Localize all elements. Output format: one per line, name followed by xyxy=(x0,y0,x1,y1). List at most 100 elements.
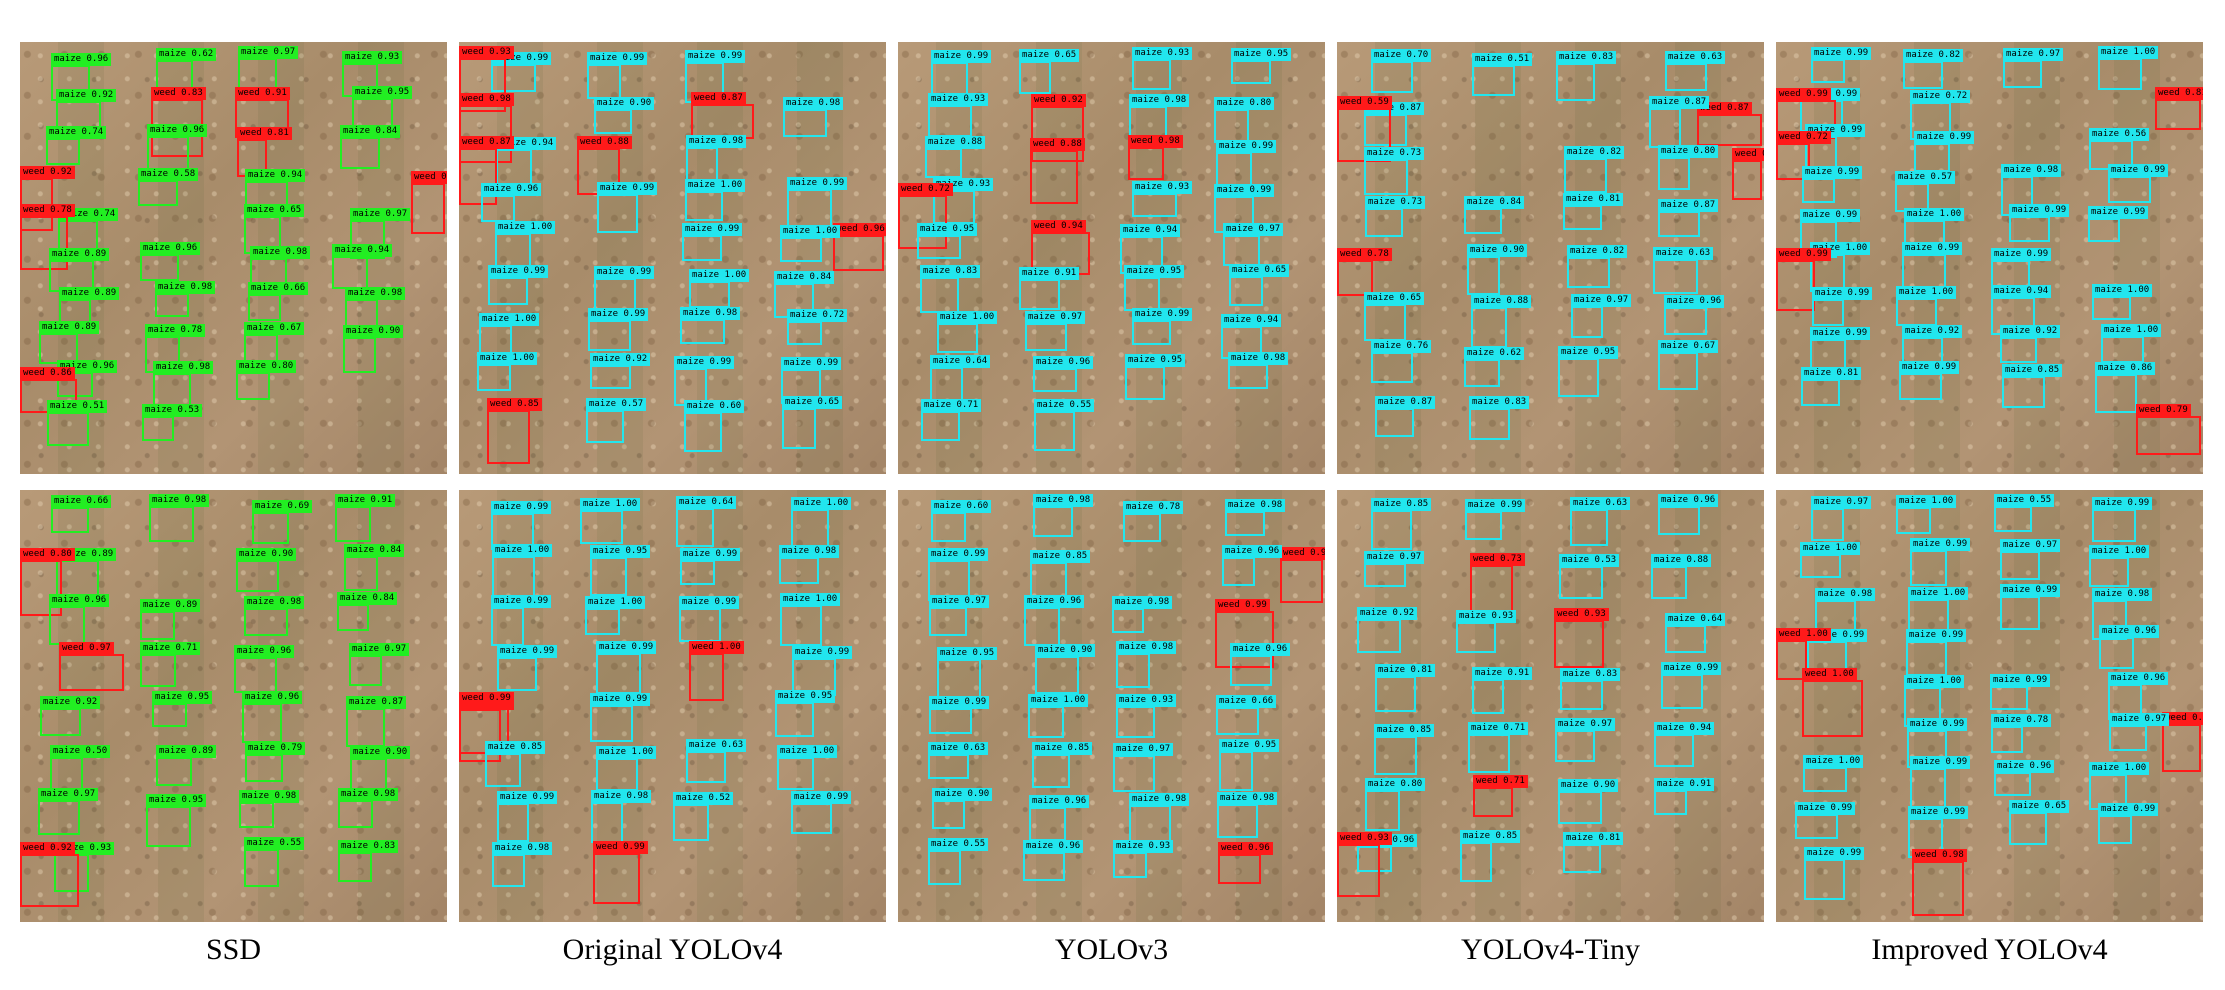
detection-label: maize 0.65 xyxy=(1364,292,1425,305)
caption-ssd: SSD xyxy=(205,933,262,966)
detection-label: maize 0.95 xyxy=(590,545,651,558)
detection-label: maize 0.99 xyxy=(1465,499,1526,512)
detection-label: maize 0.98 xyxy=(1228,351,1289,365)
weed-detection-box: weed 0.99 xyxy=(459,692,514,754)
detection-label: maize 0.95 xyxy=(917,223,978,237)
detection-label: weed 0.94 xyxy=(1031,220,1086,234)
detection-label: maize 0.90 xyxy=(1558,779,1619,792)
maize-detection-box: maize 1.00 xyxy=(780,593,841,646)
detection-label: weed 0.80 xyxy=(20,548,75,561)
maize-detection-box: maize 0.93 xyxy=(1456,610,1517,653)
maize-detection-box: maize 0.99 xyxy=(1465,499,1526,540)
detection-label: maize 0.62 xyxy=(1464,347,1525,360)
maize-detection-box: maize 0.66 xyxy=(51,495,112,533)
maize-detection-box: maize 0.98 xyxy=(680,307,741,345)
detection-panel: maize 0.70 maize 0.51 maize 0.83 maize 0.63… xyxy=(1337,42,1764,474)
weed-detection-box: weed 0.87 xyxy=(1697,102,1762,146)
maize-detection-box: maize 0.86 xyxy=(2095,361,2156,413)
weed-detection-box: weed 0.86 xyxy=(1732,148,1764,200)
maize-detection-box: maize 0.83 xyxy=(920,264,981,313)
crop-row xyxy=(2114,490,2160,922)
detection-label: maize 0.97 xyxy=(1811,496,1872,509)
detection-label: maize 0.88 xyxy=(1651,554,1712,567)
detection-label: maize 0.99 xyxy=(1908,805,1969,819)
detection-label: maize 0.69 xyxy=(252,500,313,513)
maize-detection-box: maize 0.98 xyxy=(492,842,553,887)
detection-label: maize 0.99 xyxy=(929,696,990,709)
maize-detection-box: maize 0.90 xyxy=(350,746,411,792)
detection-label: maize 0.95 xyxy=(1124,264,1185,278)
detection-label: maize 0.99 xyxy=(1214,183,1275,197)
detection-label: maize 0.96 xyxy=(147,124,208,138)
detection-label: maize 0.63 xyxy=(1665,51,1726,64)
detection-label: maize 0.96 xyxy=(2099,624,2160,638)
maize-detection-box: maize 0.99 xyxy=(2088,205,2149,242)
maize-detection-box: maize 0.76 xyxy=(1371,340,1432,383)
detection-label: maize 0.65 xyxy=(2009,799,2070,813)
maize-detection-box: maize 1.00 xyxy=(495,221,556,274)
caption-yolov4-tiny: YOLOv4-Tiny xyxy=(1461,933,1640,966)
detection-label: maize 1.00 xyxy=(1803,755,1864,769)
detection-label: maize 0.85 xyxy=(1032,742,1093,755)
maize-detection-box: maize 0.60 xyxy=(684,400,745,453)
maize-detection-box: maize 0.95 xyxy=(1124,264,1185,311)
detection-label: maize 0.99 xyxy=(1812,287,1873,301)
detection-label: maize 0.71 xyxy=(140,642,201,655)
maize-detection-box: maize 0.78 xyxy=(1991,713,2052,753)
weed-detection-box: weed 1.00 xyxy=(1776,627,1831,680)
maize-detection-box: maize 0.87 xyxy=(1649,96,1710,148)
maize-detection-box: maize 0.98 xyxy=(779,545,840,584)
detection-label: weed 0.92 xyxy=(1031,93,1086,107)
maize-detection-box: maize 0.99 xyxy=(587,52,648,99)
detection-label: maize 0.98 xyxy=(153,360,214,374)
maize-detection-box: maize 0.96 xyxy=(242,691,303,743)
maize-detection-box: maize 0.55 xyxy=(928,838,989,885)
detection-label: maize 0.99 xyxy=(2092,497,2153,510)
detection-label: weed 0.90 xyxy=(1280,547,1325,560)
maize-detection-box: maize 0.65 xyxy=(2009,799,2070,845)
maize-detection-box: maize 0.71 xyxy=(140,642,201,687)
detection-label: maize 0.99 xyxy=(590,693,651,706)
maize-detection-box: maize 1.00 xyxy=(1028,694,1089,738)
detection-label: maize 0.88 xyxy=(925,136,986,150)
maize-detection-box: maize 0.99 xyxy=(1811,47,1872,83)
detection-label: maize 0.58 xyxy=(138,167,199,181)
detection-label: maize 0.99 xyxy=(781,356,842,370)
maize-detection-box: maize 0.51 xyxy=(1472,53,1533,96)
maize-detection-box: maize 0.85 xyxy=(1374,724,1435,775)
maize-detection-box: maize 0.99 xyxy=(1802,165,1863,203)
maize-detection-box: maize 0.99 xyxy=(679,596,740,642)
detection-label: maize 0.57 xyxy=(1895,170,1956,184)
detection-label: maize 0.94 xyxy=(332,244,393,257)
detection-label: weed 0.92 xyxy=(20,842,75,855)
detection-label: maize 0.62 xyxy=(156,48,217,61)
detection-label: maize 0.98 xyxy=(239,790,300,803)
detection-label: maize 0.98 xyxy=(345,287,406,301)
maize-detection-box: maize 0.98 xyxy=(338,788,399,828)
detection-label: maize 0.70 xyxy=(1371,49,1432,62)
maize-detection-box: maize 0.99 xyxy=(1804,847,1865,901)
detection-label: maize 0.99 xyxy=(497,645,558,658)
detection-label: maize 0.98 xyxy=(2001,163,2062,177)
maize-detection-box: maize 0.85 xyxy=(1032,742,1093,788)
detection-label: maize 1.00 xyxy=(596,746,657,759)
detection-label: maize 0.83 xyxy=(920,264,981,278)
maize-detection-box: maize 0.97 xyxy=(2000,538,2061,580)
detection-label: maize 1.00 xyxy=(689,268,750,282)
detection-label: maize 0.95 xyxy=(1219,739,1280,752)
maize-detection-box: maize 0.95 xyxy=(917,223,978,260)
detection-label: maize 1.00 xyxy=(585,596,646,609)
detection-label: maize 0.97 xyxy=(238,46,299,59)
detection-label: weed 0.81 xyxy=(237,127,292,141)
detection-label: maize 0.98 xyxy=(1033,494,1094,507)
detection-label: maize 1.00 xyxy=(685,178,746,192)
maize-detection-box: maize 0.82 xyxy=(1564,146,1625,193)
maize-detection-box: maize 1.00 xyxy=(1904,675,1965,728)
detection-label: maize 0.97 xyxy=(929,595,990,608)
detection-label: maize 0.76 xyxy=(1371,340,1432,353)
maize-detection-box: maize 0.99 xyxy=(590,693,651,742)
weed-detection-box: weed 0.92 xyxy=(20,842,79,907)
detection-label: maize 0.90 xyxy=(932,788,993,801)
detection-label: maize 0.84 xyxy=(344,544,405,557)
maize-detection-box: maize 1.00 xyxy=(2089,544,2150,587)
